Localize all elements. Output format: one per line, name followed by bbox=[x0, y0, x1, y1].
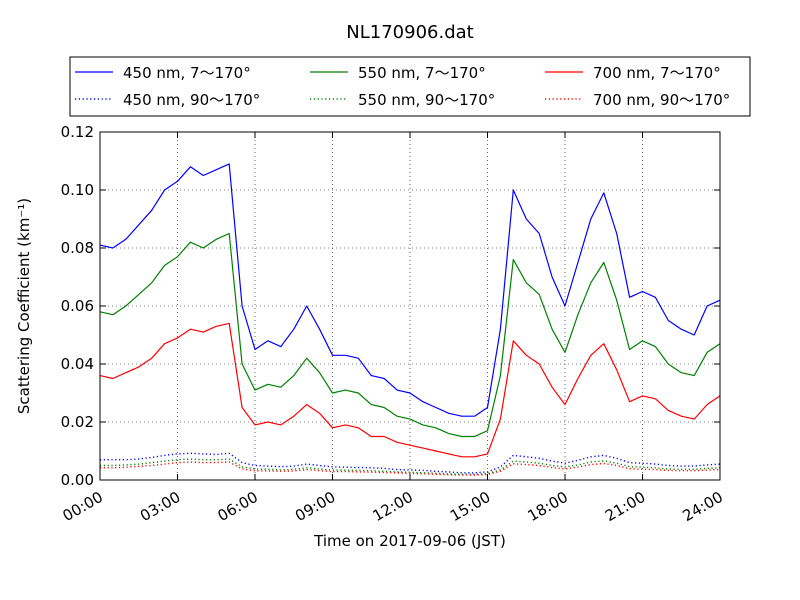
series-group bbox=[99, 163, 721, 476]
y-tick-label: 0.06 bbox=[61, 297, 94, 315]
grid bbox=[100, 132, 720, 480]
series-line-2 bbox=[99, 232, 721, 438]
y-tick-label: 0.04 bbox=[61, 355, 94, 373]
y-tick-label: 0.00 bbox=[61, 471, 94, 489]
y-tick-label: 0.12 bbox=[61, 123, 94, 141]
y-tick-label: 0.02 bbox=[61, 413, 94, 431]
series-line-4 bbox=[99, 322, 721, 458]
series-line-1 bbox=[100, 452, 721, 474]
legend-label-0: 450 nm, 7～170° bbox=[123, 64, 251, 82]
legend-label-5: 700 nm, 90～170° bbox=[593, 91, 730, 109]
series-line-3 bbox=[100, 458, 721, 475]
series-line-5 bbox=[100, 461, 721, 476]
legend-label-4: 700 nm, 7～170° bbox=[593, 64, 721, 82]
legend: 450 nm, 7～170° 450 nm, 90～170° 550 nm, 7～1… bbox=[69, 56, 751, 117]
y-tick-label: 0.08 bbox=[61, 239, 94, 257]
y-tick-label: 0.10 bbox=[61, 181, 94, 199]
chart-title: NL170906.dat bbox=[346, 22, 473, 43]
legend-label-2: 550 nm, 7～170° bbox=[358, 64, 486, 82]
x-axis-label: Time on 2017-09-06 (JST) bbox=[313, 532, 506, 550]
legend-label-3: 550 nm, 90～170° bbox=[358, 91, 495, 109]
y-axis-label: Scattering Coefficient (km⁻¹) bbox=[15, 198, 33, 414]
series-line-0 bbox=[99, 163, 721, 417]
legend-box bbox=[69, 56, 751, 117]
legend-label-1: 450 nm, 90～170° bbox=[123, 91, 260, 109]
